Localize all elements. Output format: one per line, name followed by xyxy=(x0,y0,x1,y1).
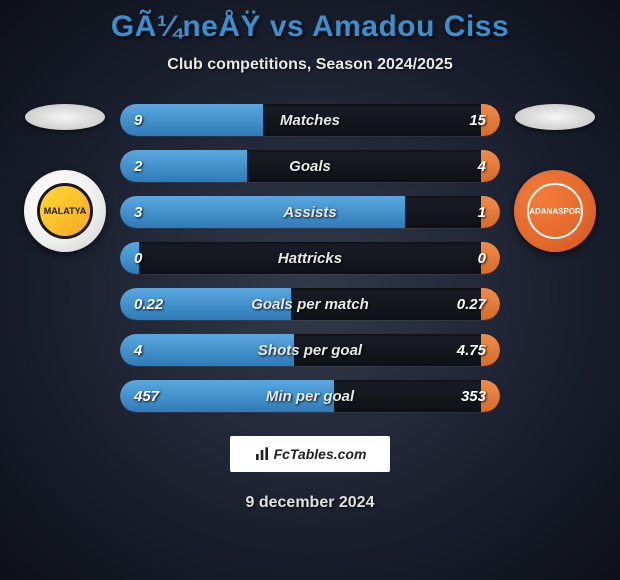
stat-row: 4Shots per goal4.75 xyxy=(120,334,500,366)
club-badge-right: ADANASPOR xyxy=(514,170,596,252)
stat-label: Assists xyxy=(180,204,440,221)
club-badge-left: MALATYA xyxy=(24,170,106,252)
stat-value-right: 4 xyxy=(440,158,500,175)
stat-value-right: 4.75 xyxy=(440,342,500,359)
stat-label: Goals xyxy=(180,158,440,175)
stat-label: Min per goal xyxy=(180,388,440,405)
content-row: MALATYA 9Matches152Goals43Assists10Hattr… xyxy=(0,104,620,412)
stat-value-left: 2 xyxy=(120,158,180,175)
stats-column: 9Matches152Goals43Assists10Hattricks00.2… xyxy=(110,104,510,412)
page-subtitle: Club competitions, Season 2024/2025 xyxy=(167,56,452,74)
flag-right xyxy=(515,104,595,130)
stat-value-right: 1 xyxy=(440,204,500,221)
page-title: GÃ¼neÅŸ vs Amadou Ciss xyxy=(111,10,509,44)
stat-label: Hattricks xyxy=(180,250,440,267)
stat-value-left: 9 xyxy=(120,112,180,129)
stat-value-left: 457 xyxy=(120,388,180,405)
club-badge-right-label: ADANASPOR xyxy=(527,183,583,239)
stat-value-right: 0 xyxy=(440,250,500,267)
stat-row: 0.22Goals per match0.27 xyxy=(120,288,500,320)
watermark-text: FcTables.com xyxy=(274,446,367,462)
comparison-card: GÃ¼neÅŸ vs Amadou Ciss Club competitions… xyxy=(0,0,620,580)
stat-row: 0Hattricks0 xyxy=(120,242,500,274)
stat-value-left: 3 xyxy=(120,204,180,221)
stat-value-left: 0 xyxy=(120,250,180,267)
date-text: 9 december 2024 xyxy=(246,494,375,512)
stat-label: Shots per goal xyxy=(180,342,440,359)
stat-row: 2Goals4 xyxy=(120,150,500,182)
club-badge-left-label: MALATYA xyxy=(37,183,93,239)
stat-row: 457Min per goal353 xyxy=(120,380,500,412)
player-col-right: ADANASPOR xyxy=(510,104,600,252)
chart-icon xyxy=(254,446,270,462)
player-col-left: MALATYA xyxy=(20,104,110,252)
stat-label: Matches xyxy=(180,112,440,129)
flag-left xyxy=(25,104,105,130)
watermark: FcTables.com xyxy=(230,436,390,472)
stat-value-left: 0.22 xyxy=(120,296,180,313)
stat-label: Goals per match xyxy=(180,296,440,313)
stat-value-right: 353 xyxy=(440,388,500,405)
stat-row: 3Assists1 xyxy=(120,196,500,228)
stat-value-right: 15 xyxy=(440,112,500,129)
stat-value-left: 4 xyxy=(120,342,180,359)
stat-row: 9Matches15 xyxy=(120,104,500,136)
stat-value-right: 0.27 xyxy=(440,296,500,313)
